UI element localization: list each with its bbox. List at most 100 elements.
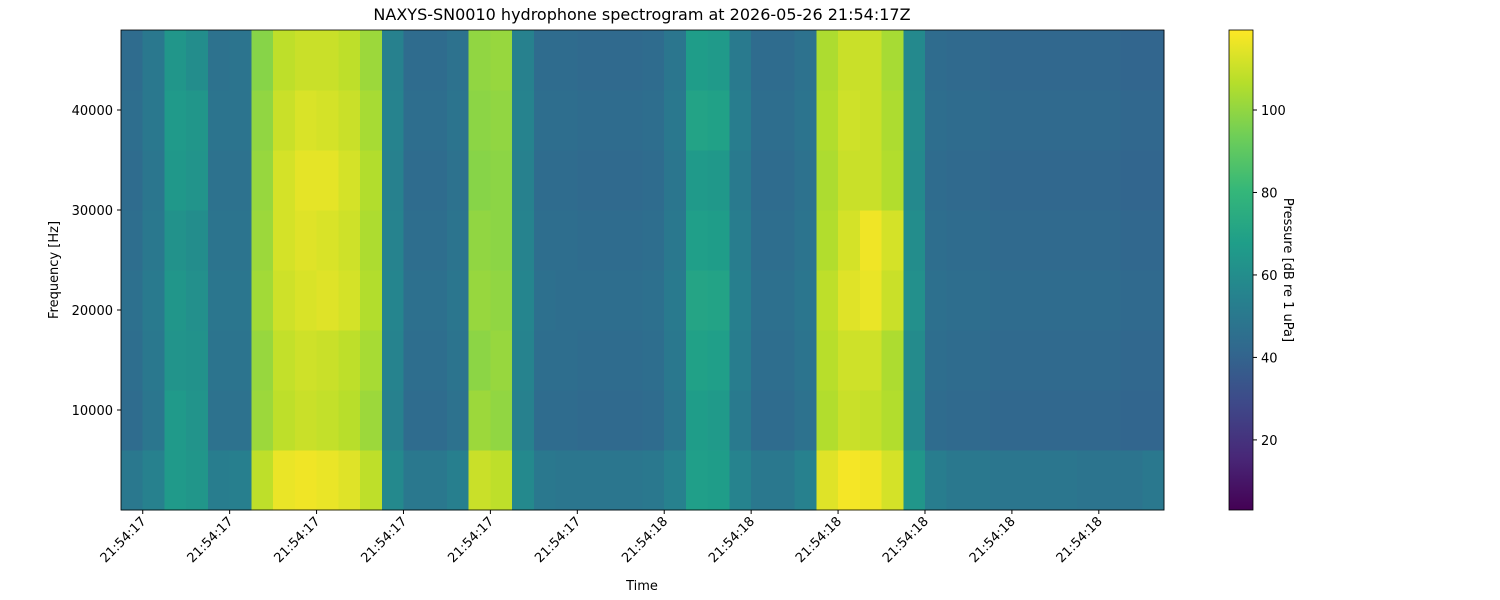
cell xyxy=(924,90,948,151)
cell xyxy=(1142,150,1165,211)
cell xyxy=(903,30,926,91)
x-tick-label: 21:54:17 xyxy=(271,514,323,566)
cell xyxy=(338,390,361,451)
cell xyxy=(903,90,926,151)
cell xyxy=(121,330,144,391)
cell xyxy=(338,90,361,151)
cell xyxy=(468,390,491,451)
cell xyxy=(685,150,709,211)
y-tick-label: 10000 xyxy=(72,404,113,419)
cell xyxy=(751,270,774,331)
cell xyxy=(403,210,426,271)
cell xyxy=(490,30,513,91)
cell xyxy=(207,210,231,271)
cell xyxy=(990,330,1013,391)
cell xyxy=(577,390,600,451)
cell xyxy=(186,390,209,451)
cell xyxy=(707,270,730,331)
cell xyxy=(316,210,339,271)
cell xyxy=(186,330,209,391)
cell xyxy=(229,150,252,211)
cell xyxy=(360,330,383,391)
y-tick-label: 20000 xyxy=(72,304,113,319)
cell xyxy=(642,150,665,211)
cell xyxy=(251,30,274,91)
cell xyxy=(468,150,491,211)
cell xyxy=(360,30,383,91)
cell xyxy=(512,270,535,331)
cell xyxy=(251,390,274,451)
cell xyxy=(794,330,817,391)
cell xyxy=(599,150,622,211)
cell xyxy=(425,30,448,91)
cell xyxy=(446,90,470,151)
cell xyxy=(859,390,883,451)
cell xyxy=(946,90,969,151)
cell xyxy=(620,210,643,271)
cell xyxy=(1120,30,1143,91)
cell xyxy=(990,450,1013,511)
cell xyxy=(164,30,187,91)
cell xyxy=(555,90,578,151)
cell xyxy=(794,390,817,451)
cell xyxy=(816,390,839,451)
cell xyxy=(468,30,491,91)
cell xyxy=(425,330,448,391)
cell xyxy=(620,90,643,151)
cell xyxy=(903,270,926,331)
cell xyxy=(316,150,339,211)
x-tick-label: 21:54:18 xyxy=(880,514,932,566)
cell xyxy=(273,210,296,271)
cell xyxy=(772,330,796,391)
cell xyxy=(446,330,470,391)
cell xyxy=(251,450,274,511)
cell xyxy=(990,150,1013,211)
cell xyxy=(294,270,318,331)
cell xyxy=(164,210,187,271)
cell xyxy=(946,150,969,211)
x-tick-label: 21:54:18 xyxy=(793,514,845,566)
cell xyxy=(816,90,839,151)
cell xyxy=(1142,390,1165,451)
cell xyxy=(142,210,165,271)
cell xyxy=(1055,390,1078,451)
cell xyxy=(164,330,187,391)
cell xyxy=(599,270,622,331)
cell xyxy=(121,30,144,91)
cell xyxy=(794,30,817,91)
cell xyxy=(620,390,643,451)
x-tick-label: 21:54:18 xyxy=(619,514,671,566)
cell xyxy=(425,150,448,211)
y-axis-label: Frequency [Hz] xyxy=(47,221,62,319)
cell xyxy=(338,330,361,391)
cell xyxy=(1033,390,1056,451)
cell xyxy=(816,270,839,331)
cell xyxy=(490,450,513,511)
cell xyxy=(751,90,774,151)
cell xyxy=(1142,210,1165,271)
cell xyxy=(381,30,404,91)
x-tick-label: 21:54:17 xyxy=(98,514,150,566)
cell xyxy=(446,30,470,91)
cell xyxy=(924,150,948,211)
x-tick-label: 21:54:17 xyxy=(532,514,584,566)
cell xyxy=(381,210,404,271)
cell xyxy=(859,210,883,271)
cell xyxy=(664,150,687,211)
cell xyxy=(707,150,730,211)
colorbar-tick-label: 20 xyxy=(1261,434,1278,449)
cell xyxy=(338,150,361,211)
cell xyxy=(599,210,622,271)
cell xyxy=(685,390,709,451)
cell xyxy=(142,150,165,211)
cell xyxy=(229,270,252,331)
cell xyxy=(490,270,513,331)
cell xyxy=(381,390,404,451)
cell xyxy=(772,390,796,451)
cell xyxy=(360,90,383,151)
cell xyxy=(577,150,600,211)
cell xyxy=(186,450,209,511)
cell xyxy=(403,270,426,331)
cell xyxy=(490,390,513,451)
